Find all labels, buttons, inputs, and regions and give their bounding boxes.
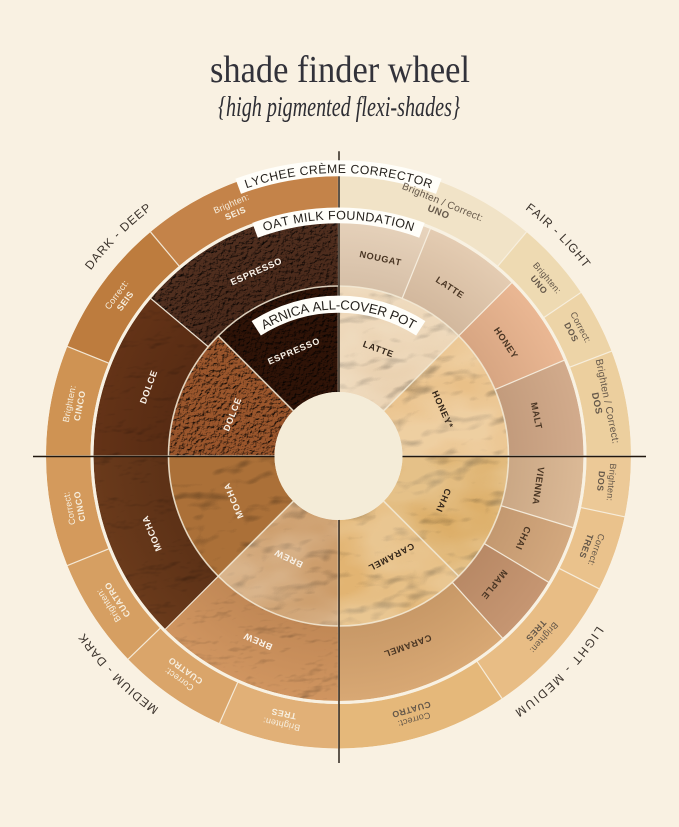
svg-text:K: K <box>315 209 325 224</box>
svg-text:N: N <box>403 218 416 234</box>
svg-text:L: L <box>328 297 336 312</box>
svg-text:E: E <box>367 301 379 318</box>
svg-text:U: U <box>346 208 356 222</box>
svg-text:I: I <box>588 631 601 642</box>
svg-text:L: L <box>243 176 254 191</box>
svg-text:O: O <box>394 215 407 231</box>
svg-text:R: R <box>376 303 389 320</box>
svg-text:I: I <box>285 306 293 321</box>
svg-text:DOS: DOS <box>589 392 604 416</box>
svg-text:O: O <box>261 218 275 234</box>
svg-text:O: O <box>336 208 346 222</box>
svg-text:I: I <box>390 215 397 229</box>
svg-text:{high pigmented flexi-shades}: {high pigmented flexi-shades} <box>218 91 460 123</box>
svg-text:V: V <box>359 299 370 315</box>
svg-text:H: H <box>268 168 280 184</box>
svg-text:C: C <box>259 171 271 187</box>
svg-text:I: I <box>531 693 542 706</box>
svg-text:L: L <box>320 298 329 314</box>
svg-text:E: E <box>277 167 288 182</box>
svg-text:Brighten:: Brighten: <box>605 463 619 502</box>
svg-text:O: O <box>412 172 425 188</box>
svg-text:D: D <box>365 210 376 225</box>
svg-text:F: F <box>328 208 336 222</box>
svg-text:È: È <box>318 161 327 176</box>
svg-text:A: A <box>298 300 310 317</box>
svg-text:M: M <box>292 211 305 227</box>
svg-text:O: O <box>349 298 361 314</box>
svg-text:Y: Y <box>250 173 262 189</box>
svg-text:L: L <box>307 210 316 225</box>
svg-text:T: T <box>382 213 393 228</box>
svg-text:E: E <box>338 162 346 176</box>
svg-text:I: I <box>303 210 308 224</box>
svg-text:N: N <box>355 209 365 224</box>
svg-text:C: C <box>395 168 407 184</box>
svg-text:-: - <box>336 297 340 312</box>
svg-text:M: M <box>327 162 337 176</box>
svg-text:E: E <box>286 165 296 180</box>
svg-text:T: T <box>280 214 291 229</box>
svg-text:I: I <box>537 211 549 224</box>
svg-text:A: A <box>374 211 385 226</box>
svg-text:C: C <box>299 163 310 178</box>
svg-text:T: T <box>404 170 415 186</box>
svg-text:R: R <box>369 164 380 179</box>
svg-text:O: O <box>359 163 370 178</box>
svg-text:shade finder wheel: shade finder wheel <box>210 49 470 91</box>
svg-text:C: C <box>340 297 351 312</box>
svg-text:C: C <box>350 162 360 176</box>
svg-text:R: R <box>378 165 389 180</box>
svg-text:A: A <box>311 298 322 314</box>
svg-text:R: R <box>308 163 318 178</box>
svg-text:I: I <box>126 685 138 698</box>
svg-text:DOS: DOS <box>595 471 607 492</box>
svg-text:I: I <box>562 237 575 249</box>
svg-text:E: E <box>387 166 398 181</box>
